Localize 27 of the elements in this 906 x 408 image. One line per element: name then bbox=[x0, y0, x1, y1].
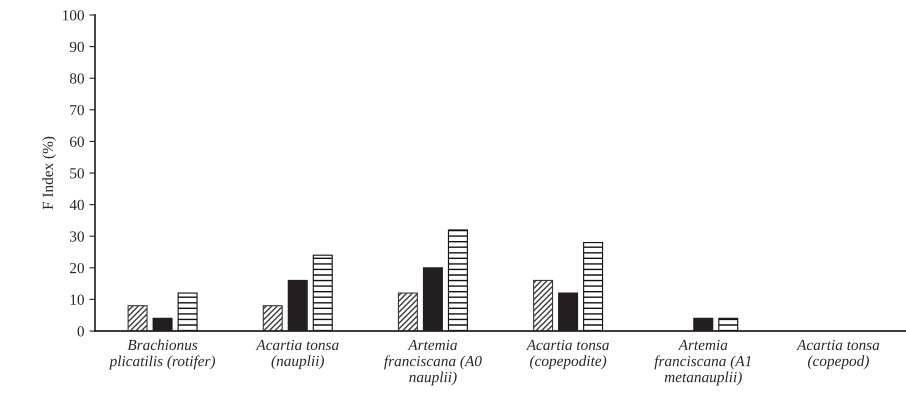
y-tick-label: 40 bbox=[70, 200, 84, 210]
y-tick-label: 30 bbox=[70, 231, 84, 242]
y-tick-label: 20 bbox=[70, 262, 84, 274]
bar bbox=[178, 292, 198, 331]
bar bbox=[533, 280, 554, 331]
x-tick-label: Acartia tonsa (nauplii) bbox=[256, 340, 339, 370]
x-tick-label: Acartia tonsa (copepod) bbox=[796, 340, 880, 370]
y-axis-title: F Index (%) bbox=[42, 136, 56, 210]
x-tick-label: Acartia tonsa (copepodite) bbox=[526, 340, 609, 370]
y-tick-label: 80 bbox=[70, 73, 84, 84]
y-tick-label: 50 bbox=[70, 168, 84, 178]
y-tick-label: 70 bbox=[70, 104, 84, 116]
y-tick-label: 100 bbox=[63, 10, 84, 20]
bar bbox=[583, 242, 604, 331]
x-tick-label: Brachionus plicatilis (rotifer) bbox=[108, 339, 216, 370]
bar bbox=[448, 229, 468, 331]
bar bbox=[312, 254, 333, 331]
x-tick-label: Artemia franciscana (A1 metanauplii) bbox=[654, 340, 751, 386]
bar bbox=[398, 292, 418, 331]
y-tick-label: 10 bbox=[70, 294, 84, 305]
bar bbox=[128, 305, 148, 331]
y-tick-label: 90 bbox=[70, 42, 84, 52]
y-tick-label: 0 bbox=[78, 326, 84, 336]
bar bbox=[718, 318, 738, 331]
bar bbox=[262, 305, 283, 331]
y-tick-label: 60 bbox=[70, 136, 84, 147]
x-tick-label: Artemia franciscana (A0 nauplii) bbox=[384, 340, 482, 386]
